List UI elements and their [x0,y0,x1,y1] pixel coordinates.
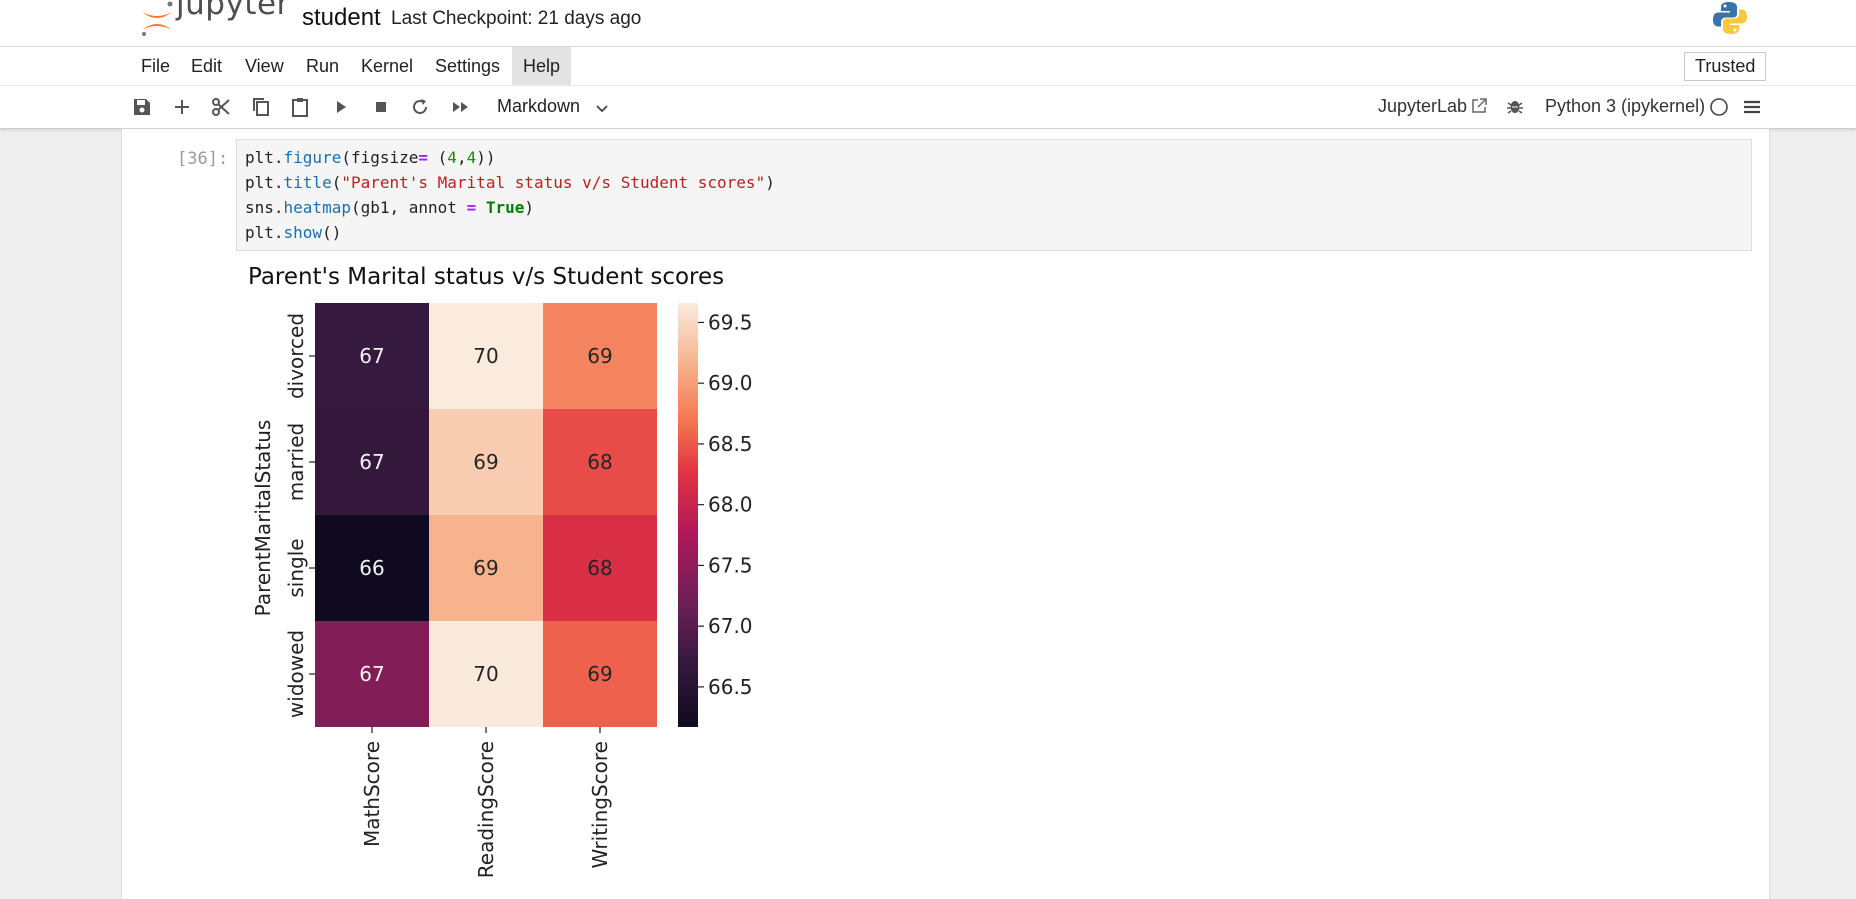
jupyterlab-link[interactable]: JupyterLab [1378,96,1468,116]
logo-text: jupyter [176,0,290,22]
heatmap-cell [429,409,543,515]
copy-icon [253,98,269,116]
chevron-down-icon[interactable] [594,100,610,116]
heatmap-cell [315,515,429,621]
kernel-status-icon [1710,98,1728,116]
cell-annotation: 69 [587,662,612,686]
colorbar-tick-label: 68.0 [708,493,753,517]
y-axis-label: ParentMaritalStatus [251,420,275,617]
chart-title: Parent's Marital status v/s Student scor… [248,264,724,290]
menu-edit[interactable]: Edit [191,56,223,76]
python-logo-icon [1713,2,1747,34]
code-line: plt.title("Parent's Marital status v/s S… [245,173,775,192]
cell-annotation: 70 [473,344,498,368]
cut-icon [212,98,230,116]
heatmap-cell [429,621,543,727]
menu-kernel[interactable]: Kernel [361,56,414,76]
cell-annotation: 67 [359,662,384,686]
jupyter-logo-icon [142,1,173,36]
heatmap-cell [543,303,657,409]
y-tick-label: married [284,423,308,501]
notebook-name[interactable]: student [302,4,381,31]
kernel-name[interactable]: Python 3 (ipykernel) [1545,96,1706,116]
heatmap-cell [315,409,429,515]
cell-annotation: 66 [359,556,384,580]
code-cell-editor[interactable]: plt.figure(figsize= (4,4)) plt.title("Pa… [236,139,1752,251]
heatmap-cell [543,621,657,727]
colorbar-tick-label: 67.5 [708,553,753,577]
stop-icon [376,102,386,112]
menu-help[interactable]: Help [512,47,572,85]
cell-annotation: 70 [473,662,498,686]
fast-forward-icon [453,102,468,112]
colorbar-tick-label: 69.5 [708,310,753,334]
last-checkpoint: Last Checkpoint: 21 days ago [391,8,642,29]
hamburger-menu-icon[interactable] [1742,97,1762,117]
heatmap-cell [543,409,657,515]
y-tick-label: single [284,538,308,597]
cell-annotation: 68 [587,450,612,474]
cut-button[interactable] [209,95,233,119]
copy-button[interactable] [249,95,273,119]
heatmap-cell [315,621,429,727]
run-button[interactable] [329,95,353,119]
heatmap-cell [429,515,543,621]
menu-file[interactable]: File [141,56,171,76]
y-tick-label: widowed [284,630,308,718]
menu-settings[interactable]: Settings [435,56,501,76]
notebook-header: jupyter student Last Checkpoint: 21 days… [0,0,1856,47]
colorbar-tick-label: 69.0 [708,371,753,395]
heatmap-cell [543,515,657,621]
jupyter-logo[interactable]: jupyter [138,0,290,40]
colorbar-tick-label: 66.5 [708,675,753,699]
code-line: sns.heatmap(gb1, annot = True) [245,198,535,217]
debugger-icon[interactable] [1505,96,1525,116]
cell-annotation: 68 [587,556,612,580]
external-link-icon[interactable] [1470,97,1488,115]
menu-view[interactable]: View [245,56,284,76]
notebook-toolbar: Markdown JupyterLab Python 3 (ipykernel) [0,86,1856,129]
menu-run[interactable]: Run [306,56,340,76]
run-all-button[interactable] [449,95,473,119]
heatmap-cell [429,303,543,409]
colorbar [678,303,698,727]
add-icon [175,100,189,114]
cell-annotation: 67 [359,344,384,368]
paste-icon [292,98,308,117]
x-tick-label: ReadingScore [474,741,498,878]
x-tick-label: WritingScore [588,741,612,868]
cell-annotation: 69 [473,450,498,474]
cell-annotation: 67 [359,450,384,474]
save-icon [134,99,150,115]
trusted-button[interactable]: Trusted [1684,52,1767,81]
restart-icon [413,99,427,114]
cell-prompt: [36]: [177,149,229,169]
add-cell-button[interactable] [170,95,194,119]
paste-button[interactable] [288,95,312,119]
cell-type-select[interactable]: Markdown [497,96,581,116]
heatmap-cell [315,303,429,409]
run-icon [337,101,346,113]
colorbar-tick-label: 67.0 [708,614,753,638]
colorbar-tick-label: 68.5 [708,432,753,456]
code-line: plt.figure(figsize= (4,4)) [245,148,496,167]
y-tick-label: divorced [284,313,308,399]
cell-annotation: 69 [473,556,498,580]
restart-button[interactable] [408,95,432,119]
code-line: plt.show() [245,223,342,242]
save-button[interactable] [130,95,154,119]
heatmap-output: Parent's Marital status v/s Student scor… [248,264,753,878]
x-tick-label: MathScore [360,741,384,847]
stop-button[interactable] [369,95,393,119]
cell-annotation: 69 [587,344,612,368]
menubar: File Edit View Run Kernel Settings Help … [0,47,1856,85]
